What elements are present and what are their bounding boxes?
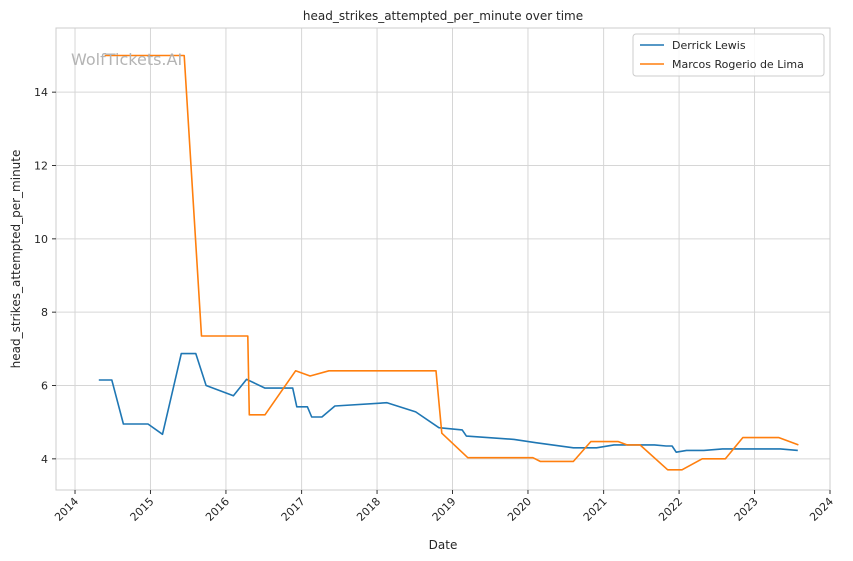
x-tick-label-2018: 2018 [354, 495, 383, 524]
y-axis-title: head_strikes_attempted_per_minute [9, 150, 23, 369]
x-tick-label-2022: 2022 [656, 495, 685, 524]
x-tick-label-2019: 2019 [430, 495, 459, 524]
x-tick-label-2020: 2020 [505, 495, 534, 524]
series-lines [98, 54, 799, 471]
series-line-derrick-lewis [98, 352, 798, 453]
y-tick-label-8: 8 [41, 306, 48, 319]
y-tick-label-6: 6 [41, 380, 48, 393]
chart-title: head_strikes_attempted_per_minute over t… [303, 9, 583, 23]
x-tick-label-2015: 2015 [128, 495, 157, 524]
x-tick-label-2023: 2023 [732, 495, 761, 524]
plot-background [56, 28, 830, 490]
y-tick-label-12: 12 [34, 160, 48, 173]
x-tick-label-2021: 2021 [581, 495, 610, 524]
y-tick-label-14: 14 [34, 86, 48, 99]
x-tick-label-2016: 2016 [203, 495, 232, 524]
watermark: WolfTickets.AI [71, 50, 182, 69]
legend-label-marcos-rogerio-de-lima: Marcos Rogerio de Lima [672, 58, 804, 71]
y-tick-label-10: 10 [34, 233, 48, 246]
y-tick-label-4: 4 [41, 453, 48, 466]
series-line-marcos-rogerio-de-lima [104, 54, 799, 471]
plot-frame [55, 27, 831, 491]
x-tick-label-2024: 2024 [807, 495, 836, 524]
x-tick-label-2014: 2014 [52, 495, 81, 524]
x-axis-ticks: 2014 2015 2016 2017 2018 2019 2020 2021 2022 2023… [52, 490, 836, 524]
legend-box [632, 33, 825, 77]
legend: Derrick Lewis Marcos Rogerio de Lima [632, 33, 825, 77]
legend-label-derrick-lewis: Derrick Lewis [672, 39, 746, 52]
y-axis-ticks: 4 6 8 10 12 14 [34, 86, 56, 466]
x-axis-title: Date [429, 538, 458, 552]
x-tick-label-2017: 2017 [279, 495, 308, 524]
